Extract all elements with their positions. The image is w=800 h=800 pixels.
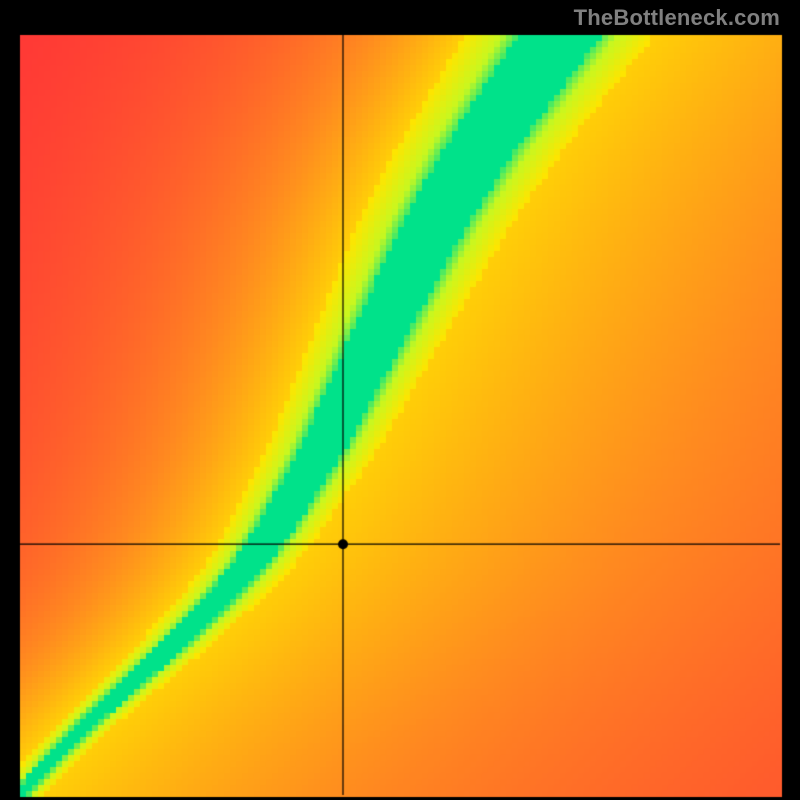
bottleneck-heatmap bbox=[0, 0, 800, 800]
watermark-label: TheBottleneck.com bbox=[574, 5, 780, 31]
figure-container: TheBottleneck.com bbox=[0, 0, 800, 800]
